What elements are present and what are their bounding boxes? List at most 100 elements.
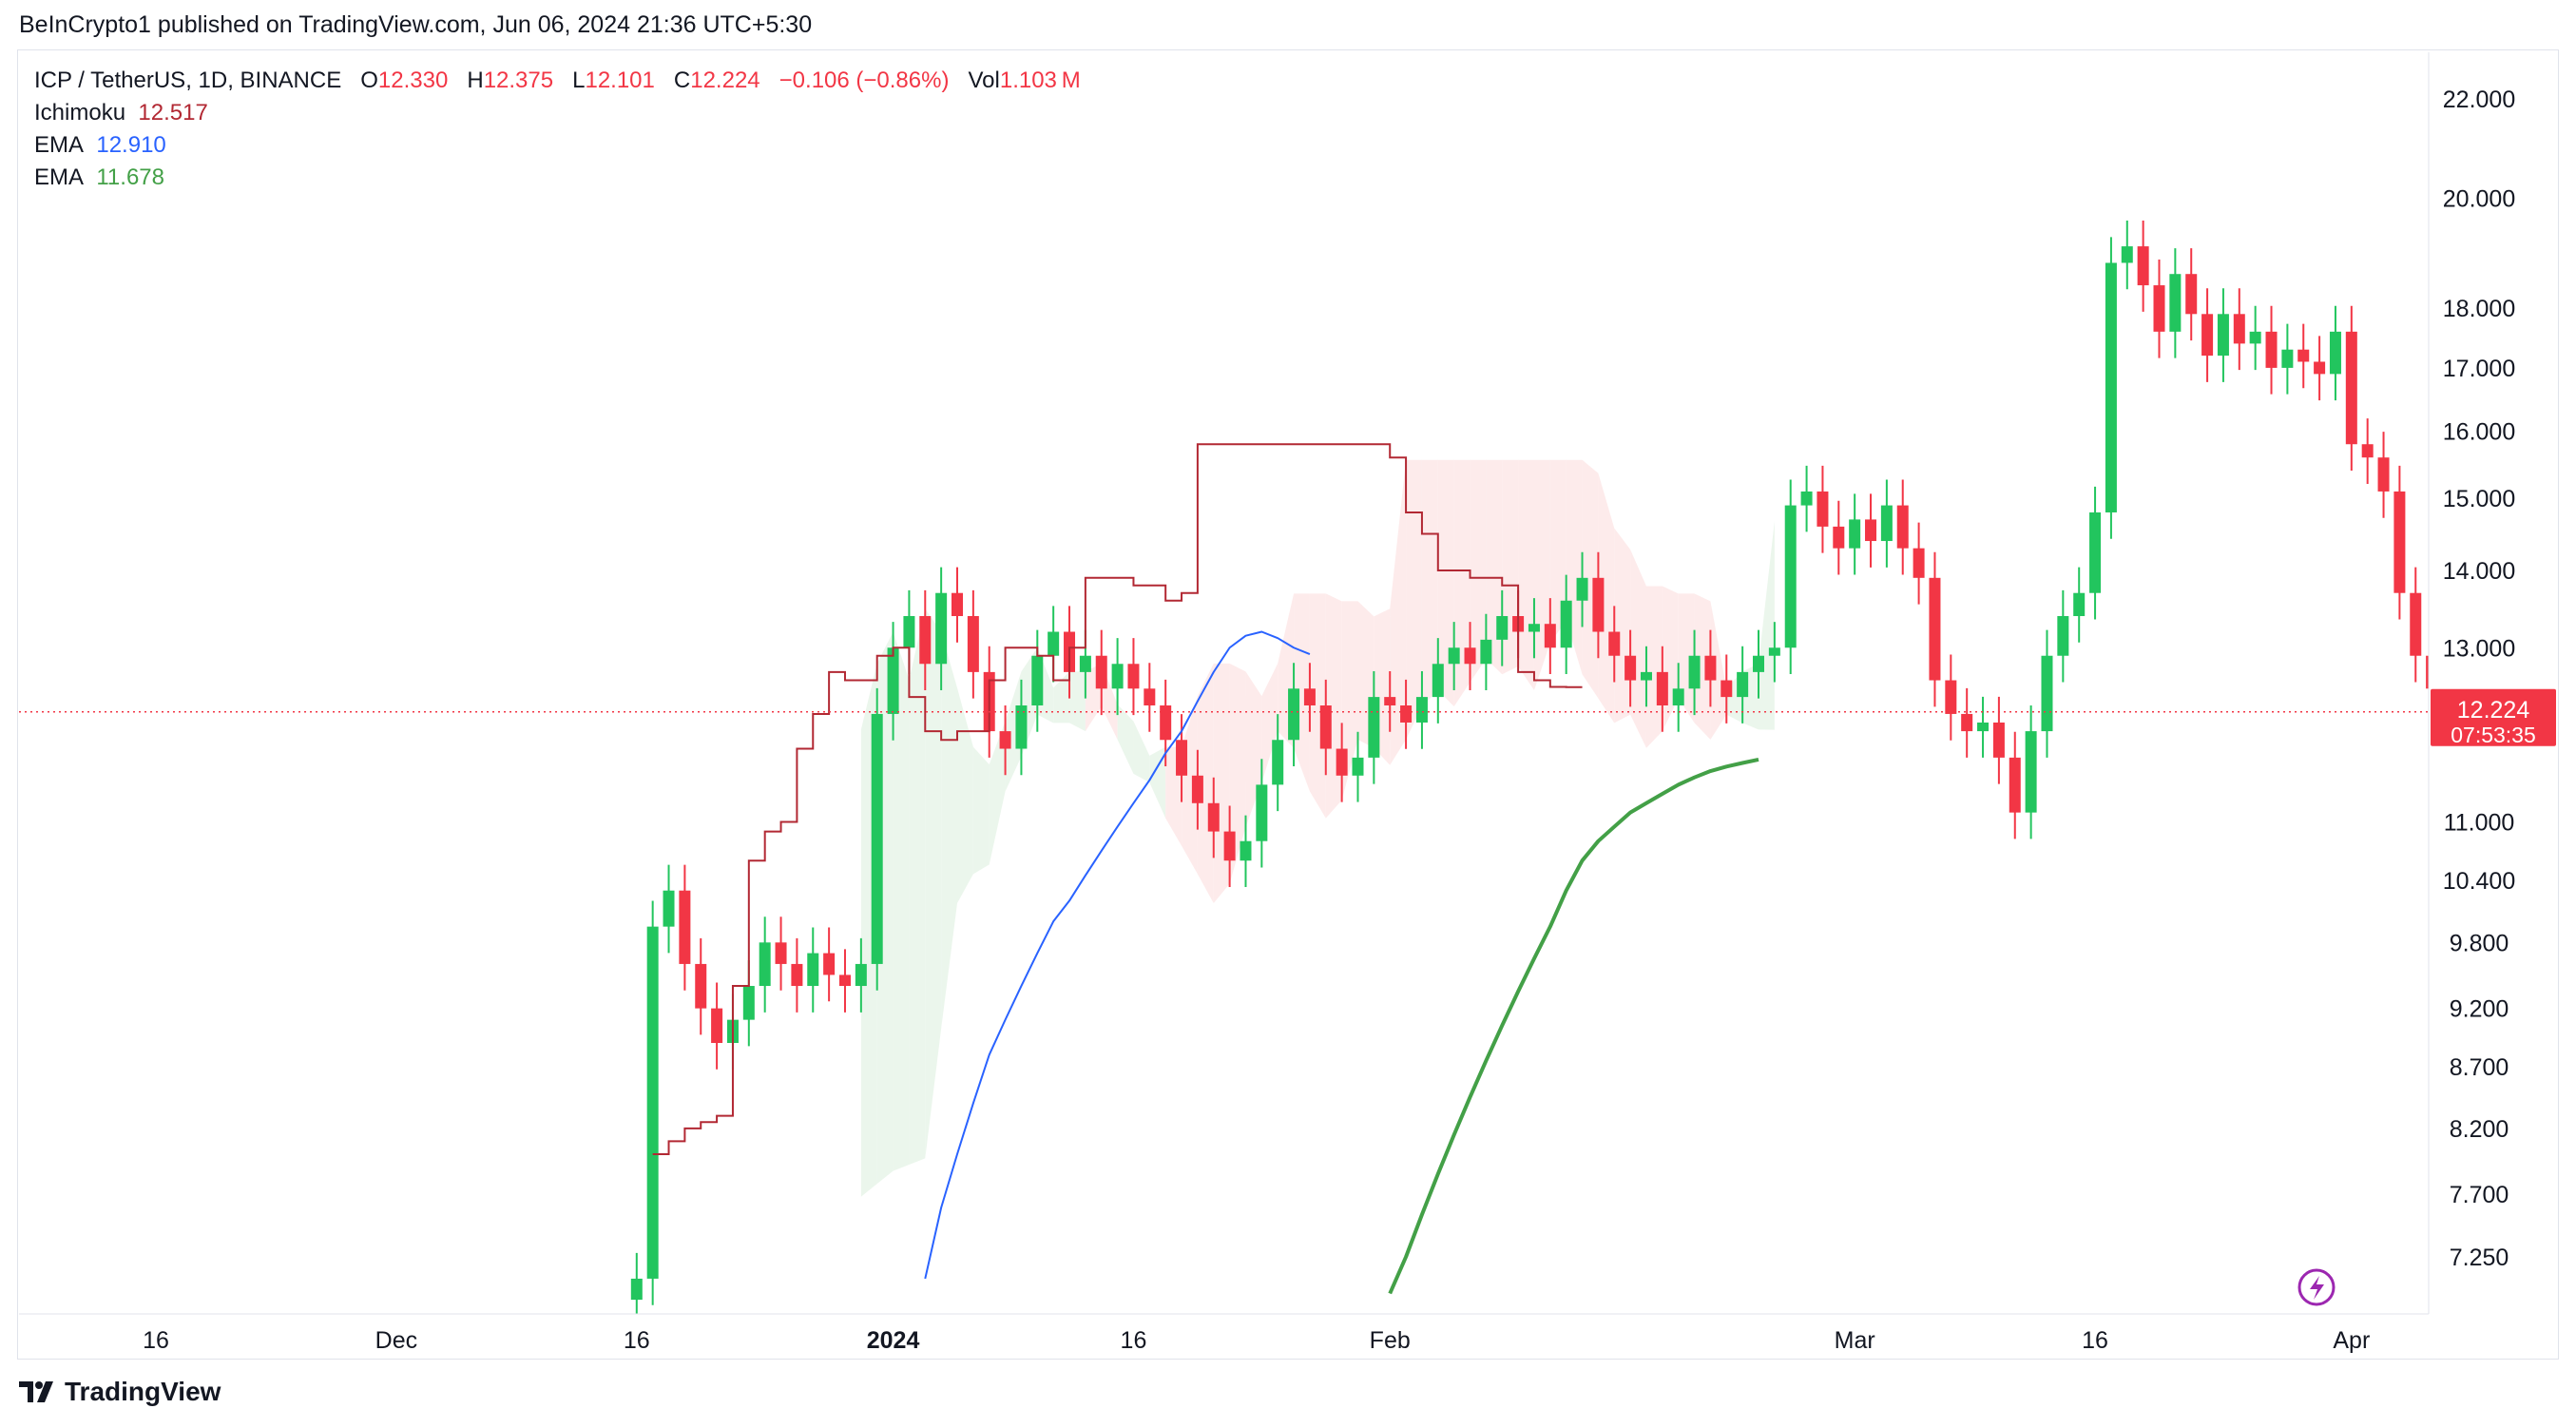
cloud-segment — [1710, 601, 1727, 740]
candle-body — [2233, 314, 2245, 344]
cloud-segment — [989, 721, 1006, 865]
cloud-segment — [1229, 663, 1246, 884]
ichimoku-cloud — [860, 459, 1775, 1197]
candle-body — [1127, 664, 1140, 689]
cloud-segment — [1213, 663, 1230, 903]
cloud-segment — [1261, 663, 1278, 783]
cloud-segment — [1470, 459, 1487, 683]
cloud-segment — [925, 608, 942, 1159]
candle-body — [1464, 647, 1476, 665]
ema-fast-value: 12.910 — [96, 132, 166, 158]
candle-body — [2410, 592, 2422, 656]
candles — [630, 221, 2576, 1314]
cloud-segment — [1630, 550, 1646, 748]
candle-body — [1384, 697, 1396, 705]
y-tick-label: 9.800 — [2450, 930, 2509, 956]
x-tick-label: 16 — [624, 1327, 650, 1354]
cloud-segment — [1759, 521, 1775, 730]
cloud-segment — [1614, 528, 1631, 724]
y-tick-label: 8.200 — [2450, 1116, 2509, 1143]
candle-body — [2009, 757, 2021, 813]
y-tick-label: 17.000 — [2443, 356, 2515, 382]
candle-body — [1111, 664, 1124, 689]
candle-body — [2137, 246, 2149, 286]
y-tick-label: 14.000 — [2443, 558, 2515, 585]
x-tick-label: 2024 — [867, 1327, 920, 1354]
candle-body — [695, 963, 707, 1009]
close-value: 12.224 — [690, 68, 760, 93]
candle-body — [711, 1008, 723, 1044]
ema-slow-row[interactable]: EMA 11.678 — [34, 162, 1081, 194]
cloud-segment — [1694, 593, 1711, 740]
lightning-icon[interactable] — [2297, 1268, 2336, 1306]
candle-body — [2377, 457, 2390, 492]
candle-body — [2121, 246, 2133, 263]
candle-body — [935, 592, 948, 665]
cloud-segment — [1662, 586, 1679, 732]
candle-body — [1288, 688, 1300, 741]
cloud-segment — [1390, 459, 1407, 765]
symbol-label[interactable]: ICP / TetherUS, 1D, BINANCE — [34, 68, 342, 93]
candle-body — [807, 953, 819, 987]
candle-body — [1448, 647, 1460, 665]
candle-body — [1544, 624, 1556, 648]
candle-body — [887, 647, 899, 714]
candle-body — [1352, 757, 1364, 776]
candle-body — [1160, 704, 1172, 741]
ema-fast-row[interactable]: EMA 12.910 — [34, 129, 1081, 162]
tradingview-logo[interactable]: TradingView — [19, 1377, 221, 1407]
candle-body — [1223, 831, 1236, 861]
candle-body — [2538, 492, 2549, 519]
candle-body — [1480, 639, 1492, 665]
candle-body — [2345, 331, 2357, 445]
candle-body — [2570, 549, 2576, 586]
candle-body — [1992, 722, 2005, 758]
price-badge-value: 12.224 — [2457, 697, 2530, 724]
candle-body — [1592, 577, 1605, 632]
x-tick-label: Mar — [1835, 1327, 1875, 1354]
candle-body — [1015, 704, 1028, 749]
candle-body — [2426, 655, 2429, 689]
candle-body — [1207, 802, 1220, 832]
candle-body — [952, 592, 963, 617]
candle-body — [1977, 722, 1990, 732]
candle-body — [1415, 697, 1428, 723]
cloud-segment — [1309, 593, 1326, 819]
y-tick-label: 15.000 — [2443, 486, 2515, 512]
candle-body — [1865, 519, 1877, 542]
candle-body — [1833, 526, 1845, 549]
y-tick-label: 7.250 — [2450, 1245, 2509, 1271]
candle-body — [2361, 444, 2374, 458]
candle-body — [1800, 491, 1813, 506]
candle-body — [871, 713, 883, 964]
candle-body — [2025, 731, 2037, 813]
publisher-line: BeInCrypto1 published on TradingView.com… — [19, 11, 813, 38]
candle-body — [646, 926, 659, 1279]
candle-body — [2314, 361, 2326, 375]
ichimoku-value: 12.517 — [138, 100, 208, 125]
cloud-segment — [957, 687, 973, 903]
close-label: C — [673, 68, 691, 93]
cloud-segment — [1533, 459, 1550, 691]
candle-body — [2201, 314, 2214, 357]
cloud-segment — [1053, 671, 1070, 724]
ichimoku-row[interactable]: Ichimoku 12.517 — [34, 97, 1081, 129]
volume-value: 1.103 M — [999, 68, 1081, 93]
cloud-segment — [1197, 663, 1214, 903]
cloud-segment — [1294, 593, 1310, 792]
candle-body — [2297, 349, 2310, 362]
low-label: L — [572, 68, 586, 93]
candle-body — [1753, 655, 1764, 672]
change-value: −0.106 (−0.86%) — [779, 68, 950, 93]
candle-body — [1144, 688, 1156, 705]
candle-body — [2265, 331, 2278, 368]
ema-fast-label: EMA — [34, 132, 85, 158]
x-tick-label: 16 — [1121, 1327, 1147, 1354]
candle-body — [1640, 671, 1652, 681]
candle-body — [2217, 314, 2229, 357]
high-value: 12.375 — [483, 68, 554, 93]
candle-body — [2089, 511, 2102, 593]
candle-body — [759, 942, 771, 987]
candle-body — [2393, 491, 2406, 593]
